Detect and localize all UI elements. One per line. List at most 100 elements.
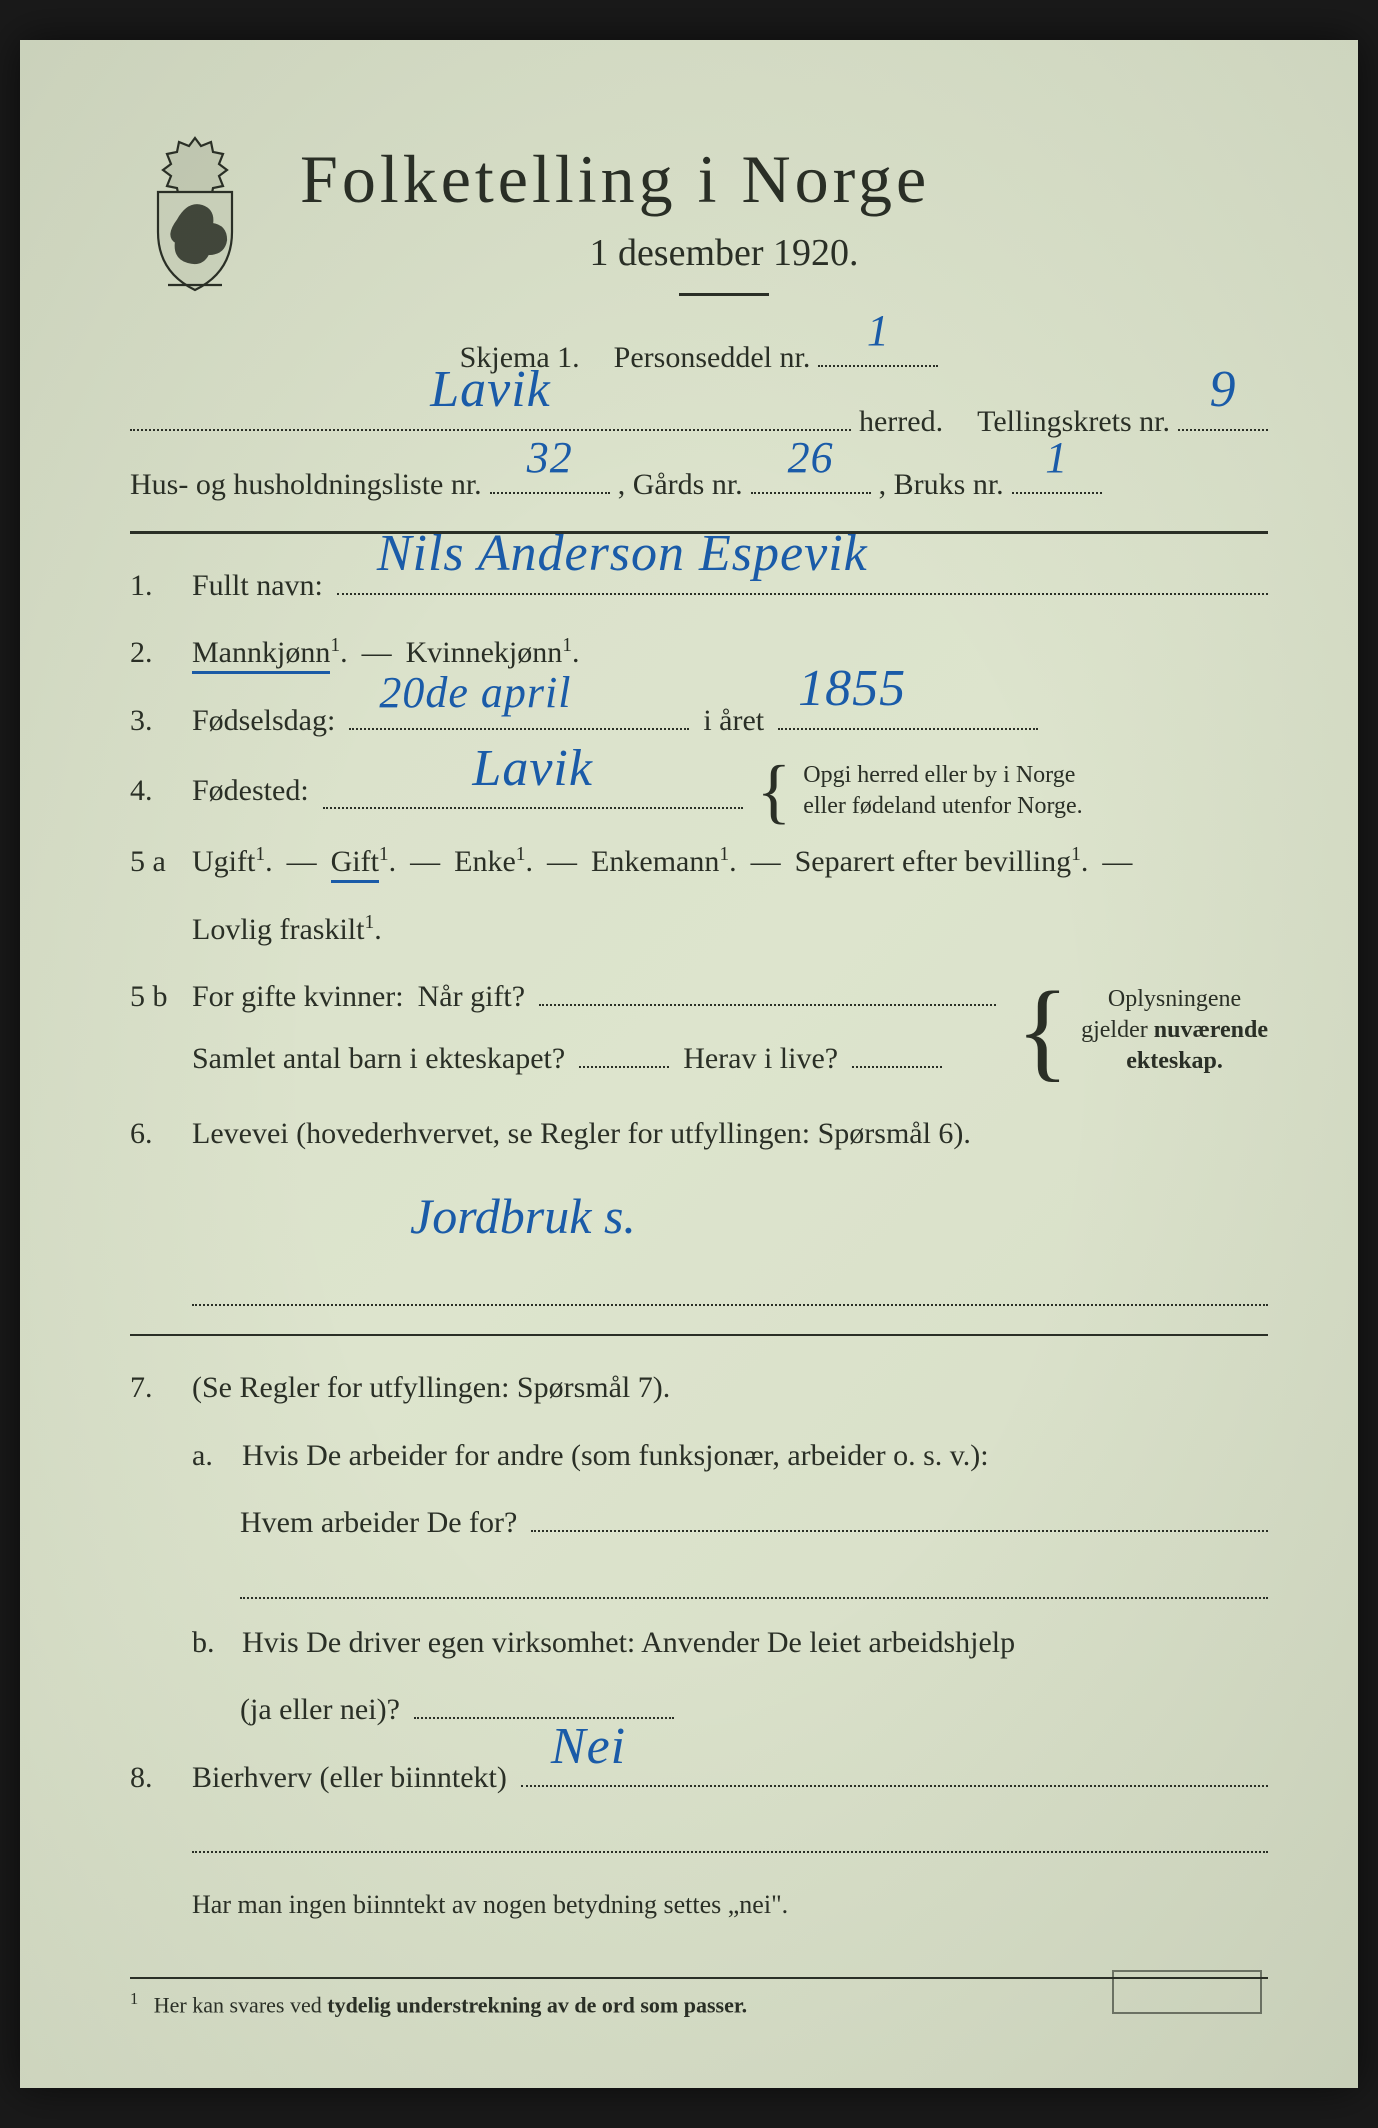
q7a-row2: Hvem arbeider De for?	[240, 1495, 1268, 1551]
q8-field[interactable]: Nei	[521, 1751, 1268, 1787]
q5a-opt2: Enke1.	[454, 834, 533, 890]
q3-year-field[interactable]: 1855	[778, 694, 1038, 730]
q5b-block: 5 b For gifte kvinner: Når gift? Samlet …	[130, 969, 1268, 1092]
q7b-l1: Hvis De driver egen virksomhet: Anvender…	[242, 1615, 1015, 1671]
q6-row: 6. Levevei (hovederhvervet, se Regler fo…	[130, 1106, 1268, 1162]
q1-num: 1.	[130, 558, 178, 614]
q5b-row2: Samlet antal barn i ekteskapet? Herav i …	[192, 1031, 996, 1087]
q5b-note-l3: ekteskap.	[1081, 1046, 1268, 1077]
tellingskrets-field[interactable]: 9	[1178, 395, 1268, 431]
q6-value: Jordbruk s.	[410, 1170, 1268, 1263]
meta-line-3: Hus- og husholdningsliste nr. 32 , Gårds…	[130, 457, 1268, 513]
q5a-num: 5 a	[130, 834, 178, 890]
form-body: Skjema 1. Personseddel nr. 1 Lavik herre…	[130, 330, 1268, 1929]
q2-mann-underlined: Mannkjønn	[192, 636, 330, 674]
gards-field[interactable]: 26	[751, 458, 871, 494]
q5a-opt4: Separert efter bevilling1.	[795, 834, 1089, 890]
q2-row: 2. Mannkjønn1. — Kvinnekjønn1.	[130, 625, 1268, 681]
footnote-text-b: tydelig understrekning av de ord som pas…	[327, 1992, 747, 2017]
q5b-note: { Oplysningene gjelder nuværende ekteska…	[1016, 984, 1268, 1078]
q5b-l2b: Herav i live?	[683, 1031, 838, 1087]
q5b-live-field[interactable]	[852, 1032, 942, 1068]
q5a-opt3: Enkemann1.	[591, 834, 737, 890]
q5a-opt1: Gift1.	[331, 834, 397, 890]
meta-line-1: Skjema 1. Personseddel nr. 1	[130, 330, 1268, 386]
q3-num: 3.	[130, 693, 178, 749]
q5b-note-l2: gjelder nuværende	[1081, 1015, 1268, 1046]
q7b-row1: b. Hvis De driver egen virksomhet: Anven…	[130, 1615, 1268, 1671]
husliste-field[interactable]: 32	[490, 458, 610, 494]
husliste-value: 32	[527, 417, 573, 498]
q4-note-l2: eller fødeland utenfor Norge.	[803, 791, 1082, 822]
q6-line[interactable]	[192, 1270, 1268, 1306]
footnote-rule	[130, 1977, 1268, 1979]
personseddel-label: Personseddel nr.	[614, 330, 811, 386]
tellingskrets-value: 9	[1210, 342, 1237, 438]
footnote-text-a: Her kan svares ved	[154, 1992, 328, 2017]
q8-line2[interactable]	[192, 1817, 1268, 1853]
personseddel-value: 1	[867, 290, 890, 371]
q7a-field[interactable]	[531, 1496, 1268, 1532]
meta-block: Skjema 1. Personseddel nr. 1 Lavik herre…	[130, 330, 1268, 513]
gards-value: 26	[788, 417, 834, 498]
q5a-gift-underlined: Gift	[331, 845, 379, 883]
footnote: 1 Her kan svares ved tydelig understrekn…	[130, 1989, 1268, 2018]
q7-label: (Se Regler for utfyllingen: Spørsmål 7).	[192, 1360, 670, 1416]
q4-value: Lavik	[472, 721, 593, 817]
q2-mann: Mannkjønn1.	[192, 625, 348, 681]
q3-year-value: 1855	[798, 641, 906, 737]
q4-note-l1: Opgi herred eller by i Norge	[803, 760, 1082, 791]
q5b-note-text: Oplysningene gjelder nuværende ekteskap.	[1081, 984, 1268, 1078]
q7-body: a. Hvis De arbeider for andre (som funks…	[130, 1428, 1268, 1738]
q5a-line2: Lovlig fraskilt1.	[192, 902, 382, 958]
bruks-field[interactable]: 1	[1012, 458, 1102, 494]
q1-field[interactable]: Nils Anderson Espevik	[337, 559, 1268, 595]
divider-2	[130, 1334, 1268, 1336]
q1-label: Fullt navn:	[192, 558, 323, 614]
q5a-row2: Lovlig fraskilt1.	[192, 902, 1268, 958]
q5b-num: 5 b	[130, 969, 178, 1025]
q7-num: 7.	[130, 1360, 178, 1416]
herred-field[interactable]: Lavik	[130, 395, 851, 431]
q5b-left: 5 b For gifte kvinner: Når gift? Samlet …	[130, 969, 996, 1092]
herred-label: herred.	[859, 394, 943, 450]
q7a-l2: Hvem arbeider De for?	[240, 1495, 517, 1551]
main-title: Folketelling i Norge	[300, 140, 1268, 219]
q1-row: 1. Fullt navn: Nils Anderson Espevik	[130, 558, 1268, 614]
brace-icon: {	[1016, 1003, 1069, 1058]
q6-num: 6.	[130, 1106, 178, 1162]
q5a-row: 5 a Ugift1. — Gift1. — Enke1. — Enkemann…	[130, 834, 1268, 890]
q5b-note-l1: Oplysningene	[1081, 984, 1268, 1015]
q5b-l1b: Når gift?	[418, 969, 525, 1025]
q3-mid: i året	[703, 693, 764, 749]
q3-label: Fødselsdag:	[192, 693, 335, 749]
q5b-gift-field[interactable]	[539, 970, 996, 1006]
q1-value: Nils Anderson Espevik	[377, 506, 868, 602]
husliste-label: Hus- og husholdningsliste nr.	[130, 457, 482, 513]
meta-line-2: Lavik herred. Tellingskrets nr. 9	[130, 394, 1268, 450]
q7b-letter: b.	[192, 1615, 228, 1671]
q4-field[interactable]: Lavik	[323, 773, 743, 809]
header: Folketelling i Norge 1 desember 1920.	[130, 110, 1268, 300]
footnote-bar: 1 Her kan svares ved tydelig understrekn…	[130, 1977, 1268, 2018]
q7a-letter: a.	[192, 1428, 228, 1484]
q8-num: 8.	[130, 1750, 178, 1806]
q7a-line2[interactable]	[240, 1563, 1268, 1599]
q7b-field[interactable]	[414, 1683, 674, 1719]
title-block: Folketelling i Norge 1 desember 1920.	[300, 110, 1268, 296]
q4-num: 4.	[130, 763, 178, 819]
q4-note: { Opgi herred eller by i Norge eller fød…	[757, 760, 1083, 822]
q2-num: 2.	[130, 625, 178, 681]
personseddel-field[interactable]: 1	[818, 331, 938, 367]
q8-label: Bierhverv (eller biinntekt)	[192, 1750, 507, 1806]
footnote-num: 1	[130, 1989, 138, 2008]
q8-value: Nei	[551, 1699, 626, 1795]
q7b-l2: (ja eller nei)?	[240, 1682, 400, 1738]
title-rule	[679, 293, 769, 296]
bottom-note: Har man ingen biinntekt av nogen betydni…	[192, 1881, 1268, 1929]
bruks-value: 1	[1045, 417, 1068, 498]
q5b-barn-field[interactable]	[579, 1032, 669, 1068]
q8-row: 8. Bierhverv (eller biinntekt) Nei	[130, 1750, 1268, 1806]
q5b-l1a: For gifte kvinner:	[192, 969, 404, 1025]
q6-label: Levevei (hovederhvervet, se Regler for u…	[192, 1106, 971, 1162]
